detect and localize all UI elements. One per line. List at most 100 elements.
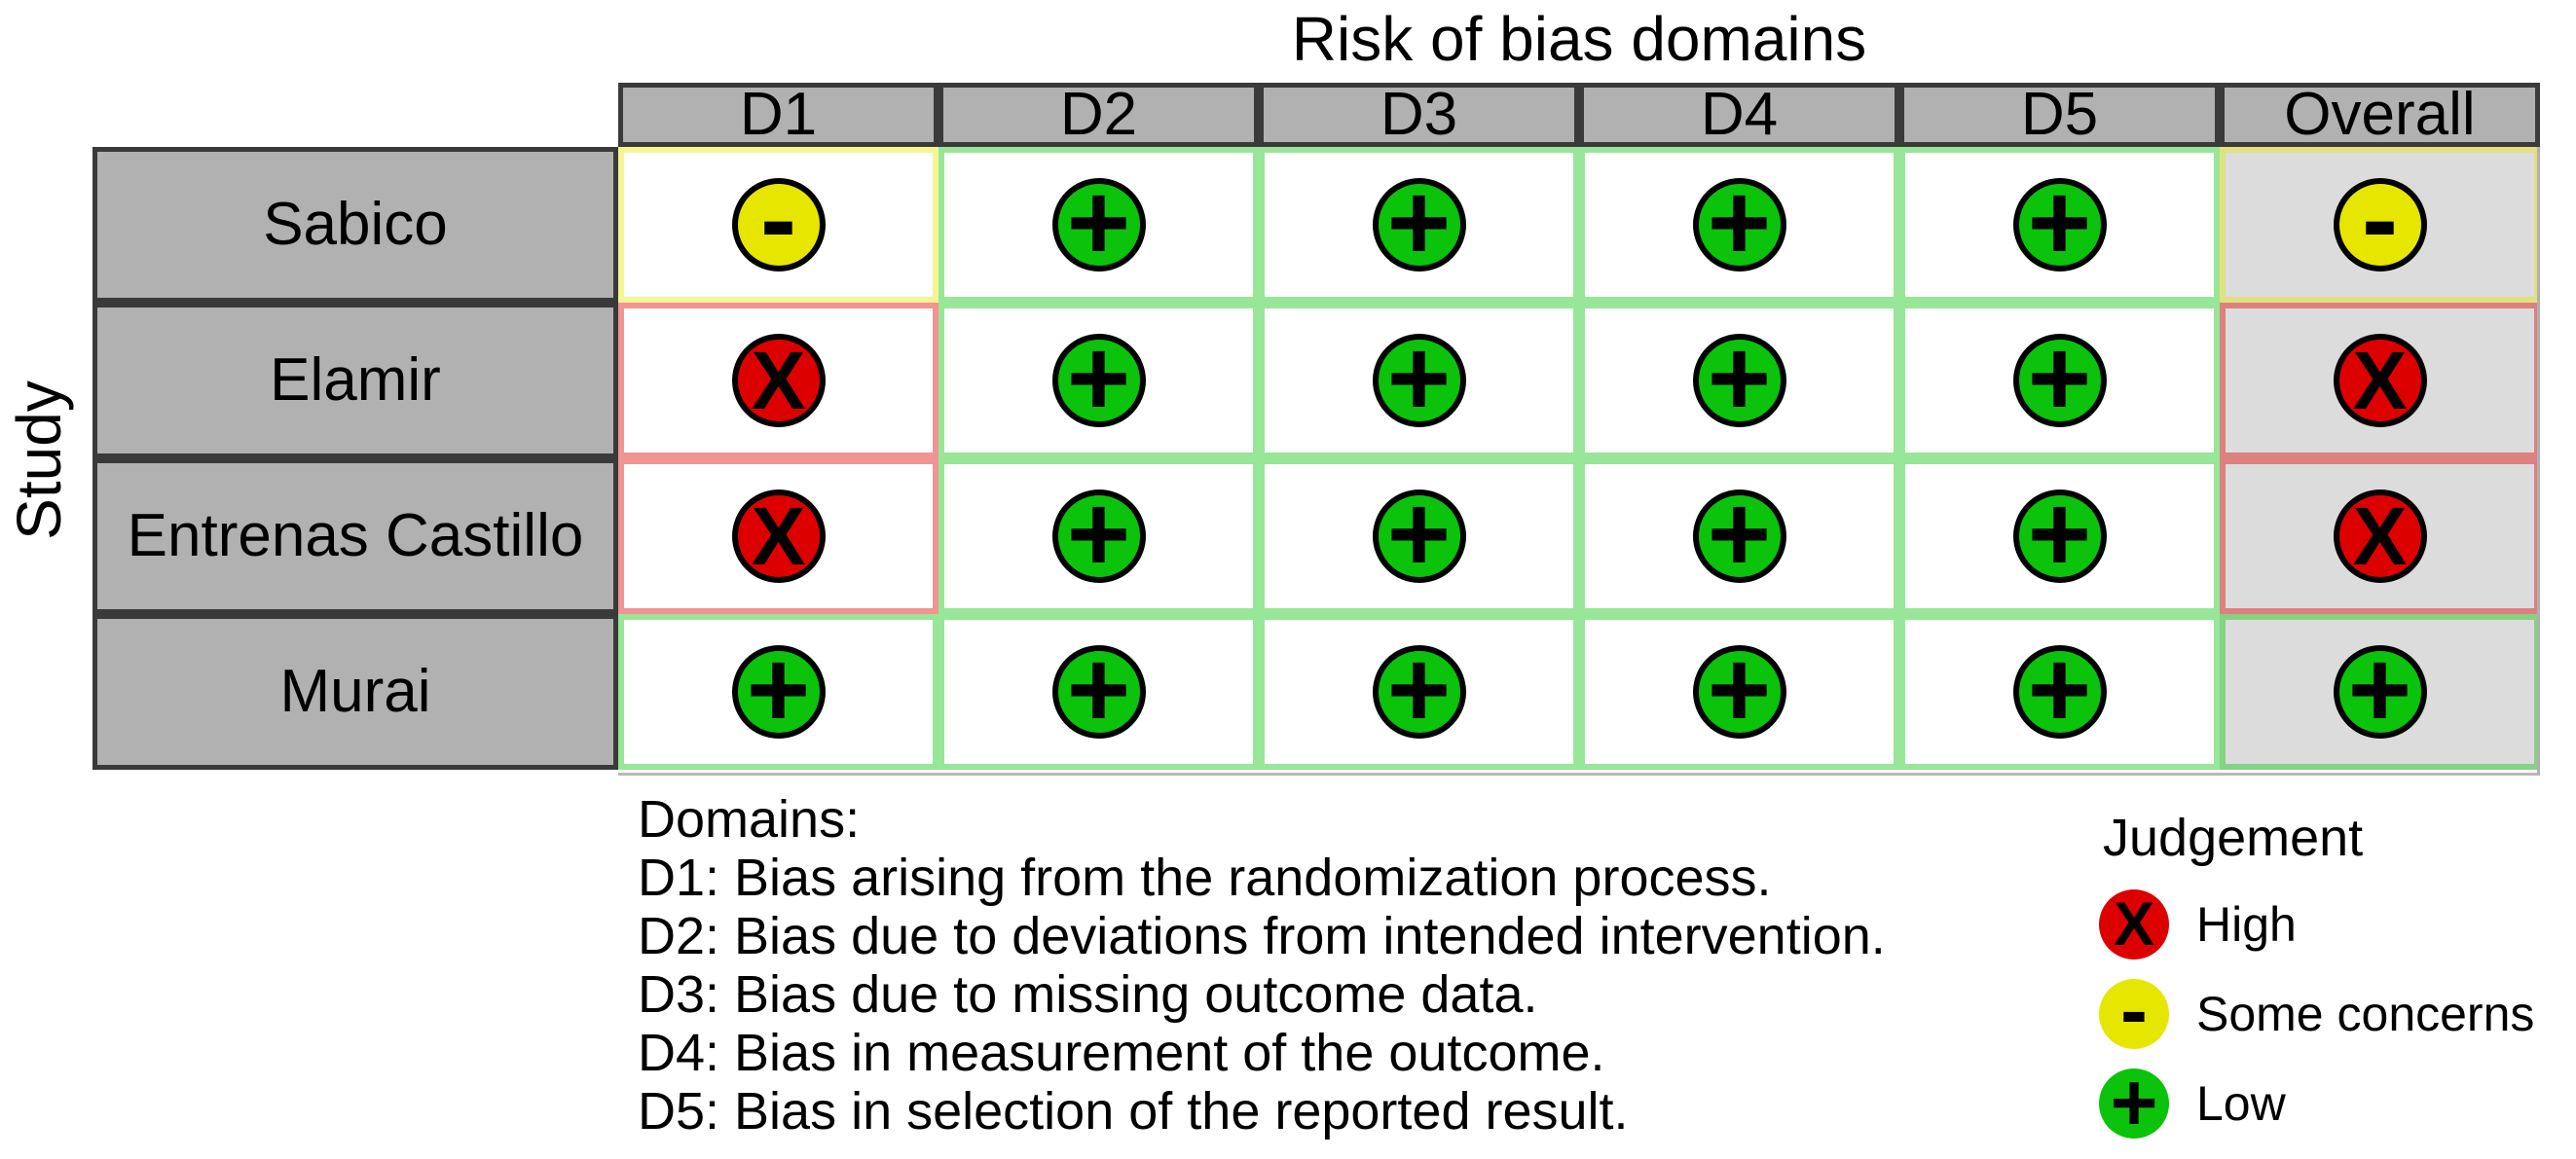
low-risk-icon: + — [1372, 167, 1466, 276]
rob-cell-entrenas-castillo-d3: + — [1259, 458, 1579, 614]
study-label-elamir: Elamir — [92, 303, 618, 458]
legend-item-label: Low — [2196, 1076, 2286, 1131]
rob-cell-entrenas-castillo-d2: + — [938, 458, 1259, 614]
low-judgement-symbol: + — [2347, 628, 2412, 750]
rob-cell-murai-d3: + — [1259, 614, 1579, 770]
low-judgement-symbol: + — [746, 628, 811, 750]
rob-cell-elamir-d3: + — [1259, 303, 1579, 458]
low-judgement-symbol: + — [2027, 472, 2092, 595]
some-risk-icon: - — [2333, 164, 2427, 273]
domains-note-line-1: D1: Bias arising from the randomization … — [638, 849, 1772, 907]
low-judgement-symbol: + — [2027, 628, 2092, 750]
rob-cell-elamir-overall: X — [2220, 303, 2540, 458]
high-risk-icon: X — [731, 334, 826, 427]
column-header-d3: D3 — [1259, 83, 1579, 147]
low-judgement-symbol: + — [1066, 316, 1131, 439]
some-judgement-symbol: - — [2361, 158, 2399, 280]
low-risk-icon: + — [2099, 1061, 2169, 1142]
low-judgement-symbol: + — [1707, 161, 1772, 283]
study-label-murai: Murai — [92, 614, 618, 770]
high-judgement-symbol: X — [751, 335, 806, 426]
low-judgement-symbol: + — [1386, 316, 1452, 439]
low-risk-icon: + — [2012, 323, 2107, 432]
high-risk-icon: X — [2099, 889, 2169, 960]
low-risk-icon: + — [1372, 479, 1466, 588]
column-header-d1: D1 — [618, 83, 938, 147]
low-judgement-symbol: + — [1707, 316, 1772, 439]
rob-cell-murai-d1: + — [618, 614, 938, 770]
high-judgement-symbol: X — [2113, 889, 2155, 959]
low-risk-icon: + — [2333, 634, 2427, 743]
legend-title: Judgement — [2103, 809, 2364, 867]
rob-cell-elamir-d4: + — [1579, 303, 1899, 458]
domains-note-line-4: D4: Bias in measurement of the outcome. — [638, 1024, 1605, 1082]
low-risk-icon: + — [2012, 634, 2107, 743]
rob-cell-murai-d2: + — [938, 614, 1259, 770]
high-judgement-symbol: X — [751, 490, 806, 582]
legend-item-some: - Some concerns — [2099, 969, 2534, 1059]
low-judgement-symbol: + — [1707, 472, 1772, 595]
rob-cell-sabico-d1: - — [618, 147, 938, 303]
legend-items: X High - Some concerns + Low — [2099, 880, 2534, 1148]
rob-cell-entrenas-castillo-overall: X — [2220, 458, 2540, 614]
domains-note-heading: Domains: — [638, 790, 861, 849]
rob-cell-sabico-d3: + — [1259, 147, 1579, 303]
domains-note: Domains: D1: Bias arising from the rando… — [638, 790, 1886, 1141]
low-risk-icon: + — [1692, 479, 1786, 588]
rob-cell-sabico-d5: + — [1899, 147, 2220, 303]
rob-cell-sabico-d2: + — [938, 147, 1259, 303]
low-judgement-symbol: + — [2027, 316, 2092, 439]
legend-item-label: Some concerns — [2196, 987, 2535, 1041]
study-label-entrenas-castillo: Entrenas Castillo — [92, 458, 618, 614]
low-judgement-symbol: + — [2027, 161, 2092, 283]
low-judgement-symbol: + — [2110, 1056, 2158, 1148]
rob-cell-murai-d5: + — [1899, 614, 2220, 770]
low-risk-icon: + — [731, 634, 826, 743]
some-judgement-symbol: - — [2120, 963, 2148, 1056]
low-risk-icon: + — [1051, 634, 1146, 743]
some-risk-icon: - — [2099, 969, 2169, 1051]
low-judgement-symbol: + — [1386, 628, 1452, 750]
legend-item-high: X High — [2099, 880, 2534, 969]
low-judgement-symbol: + — [1066, 161, 1131, 283]
low-judgement-symbol: + — [1386, 161, 1452, 283]
corner-spacer — [92, 83, 618, 147]
high-risk-icon: X — [731, 489, 826, 583]
some-risk-icon: - — [731, 164, 826, 273]
rob-cell-entrenas-castillo-d5: + — [1899, 458, 2220, 614]
low-risk-icon: + — [1692, 634, 1786, 743]
column-header-overall: Overall — [2220, 83, 2540, 147]
low-risk-icon: + — [1692, 323, 1786, 432]
low-judgement-symbol: + — [1386, 472, 1452, 595]
low-risk-icon: + — [1372, 323, 1466, 432]
rob-cell-sabico-overall: - — [2220, 147, 2540, 303]
low-risk-icon: + — [2012, 479, 2107, 588]
chart-title: Risk of bias domains — [1291, 4, 1867, 74]
low-risk-icon: + — [1051, 167, 1146, 276]
judgement-legend: Judgement X High - Some concerns + Low — [2099, 812, 2534, 1148]
high-judgement-symbol: X — [2352, 490, 2408, 582]
rob-table: D1 D2 D3 D4 D5 Overall Sabico - + + + + - Elamir X + + + +… — [92, 83, 2540, 770]
low-judgement-symbol: + — [1066, 472, 1131, 595]
domains-note-line-2: D2: Bias due to deviations from intended… — [638, 907, 1886, 965]
rob-cell-elamir-d5: + — [1899, 303, 2220, 458]
legend-item-label: High — [2196, 897, 2297, 952]
study-label-sabico: Sabico — [92, 147, 618, 303]
rob-cell-entrenas-castillo-d4: + — [1579, 458, 1899, 614]
low-risk-icon: + — [1051, 323, 1146, 432]
low-risk-icon: + — [1372, 634, 1466, 743]
low-judgement-symbol: + — [1707, 628, 1772, 750]
rob-cell-elamir-d1: X — [618, 303, 938, 458]
rob-cell-entrenas-castillo-d1: X — [618, 458, 938, 614]
y-axis-label: Study — [4, 380, 74, 540]
column-header-d5: D5 — [1899, 83, 2220, 147]
high-risk-icon: X — [2333, 334, 2427, 427]
column-header-d4: D4 — [1579, 83, 1899, 147]
rob-cell-murai-overall: + — [2220, 614, 2540, 770]
domains-note-line-5: D5: Bias in selection of the reported re… — [638, 1082, 1629, 1141]
rob-cell-murai-d4: + — [1579, 614, 1899, 770]
domains-note-line-3: D3: Bias due to missing outcome data. — [638, 965, 1538, 1024]
some-judgement-symbol: - — [759, 158, 797, 280]
high-risk-icon: X — [2333, 489, 2427, 583]
